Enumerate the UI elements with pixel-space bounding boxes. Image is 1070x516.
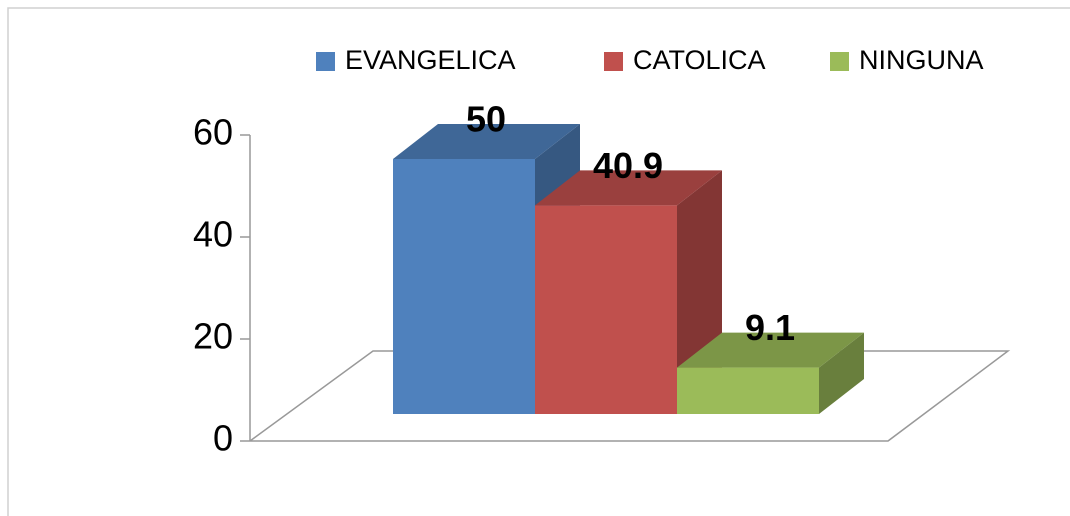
legend-swatch (830, 52, 849, 71)
chart-frame (7, 7, 1070, 516)
legend-label: EVANGELICA (345, 45, 516, 75)
legend-label: CATOLICA (633, 45, 766, 75)
legend-swatch (604, 52, 623, 71)
legend-swatch (316, 52, 335, 71)
data-label: 50 (466, 99, 506, 140)
bar-front (393, 159, 535, 414)
bar (535, 170, 722, 414)
bar-top (677, 332, 864, 368)
bar-front (677, 367, 819, 414)
bar-side (819, 332, 864, 414)
bar-front (535, 205, 677, 414)
bar-top (393, 124, 580, 159)
bar-top (535, 170, 722, 206)
y-tick-label: 0 (213, 418, 233, 459)
data-label: 9.1 (745, 307, 795, 348)
bar (677, 332, 864, 414)
data-label: 40.9 (593, 145, 663, 186)
y-tick-label: 40 (193, 214, 233, 255)
y-tick-label: 20 (193, 316, 233, 357)
legend-label: NINGUNA (859, 45, 984, 75)
bar (393, 124, 580, 414)
floor (249, 350, 1011, 442)
y-tick-label: 60 (193, 112, 233, 153)
